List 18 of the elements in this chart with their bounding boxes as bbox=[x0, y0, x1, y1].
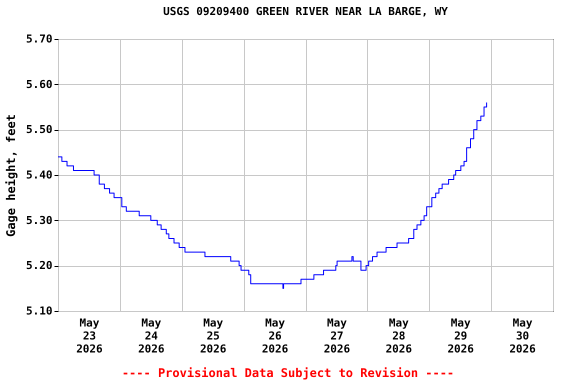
x-tick-label: May 29 2026 bbox=[447, 316, 474, 356]
x-tick-label: May 28 2026 bbox=[386, 316, 412, 356]
x-tick-label: May 25 2026 bbox=[200, 316, 227, 356]
x-tick-label: May 23 2026 bbox=[76, 316, 104, 356]
x-tick-label: May 27 2026 bbox=[324, 316, 351, 356]
y-axis-title: Gage height, feet bbox=[4, 114, 18, 237]
y-tick-label: 5.30 bbox=[26, 214, 52, 227]
chart-title: USGS 09209400 GREEN RIVER NEAR LA BARGE, WY bbox=[163, 5, 448, 18]
x-tick-label: May 24 2026 bbox=[138, 316, 165, 356]
y-tick-label: 5.70 bbox=[26, 32, 52, 46]
x-tick-label: May 26 2026 bbox=[262, 316, 289, 356]
y-tick-label: 5.10 bbox=[26, 304, 52, 318]
text: ---- Provisional Data Subject to Revision ---- bbox=[120, 366, 456, 380]
y-tick-label: 5.60 bbox=[26, 78, 52, 91]
y-tick-label: 5.50 bbox=[26, 123, 52, 136]
x-tick-label: May 30 2026 bbox=[509, 316, 536, 356]
y-tick-label: 5.40 bbox=[26, 168, 52, 182]
y-tick-label: 5.20 bbox=[26, 259, 52, 272]
